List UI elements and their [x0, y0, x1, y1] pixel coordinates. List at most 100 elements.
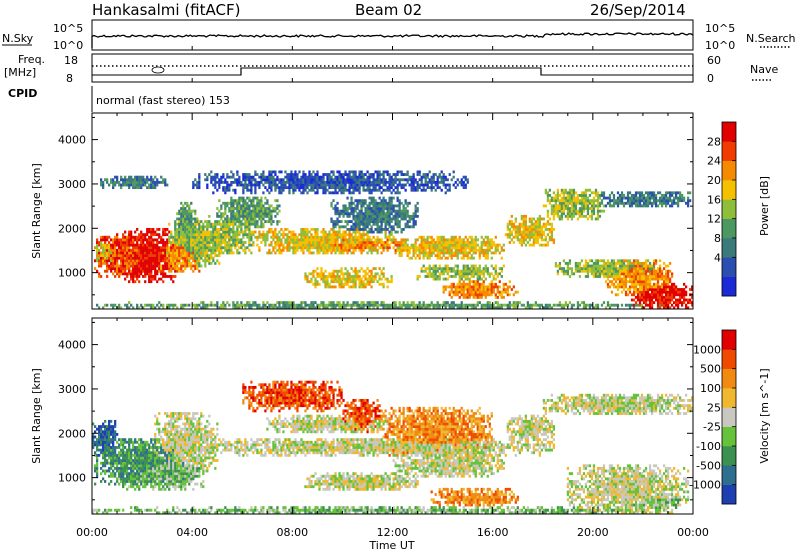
- power-cell: [366, 233, 369, 237]
- power-cell: [112, 180, 115, 184]
- power-cell: [526, 230, 529, 234]
- power-cell: [350, 186, 353, 190]
- power-cell: [462, 306, 465, 310]
- power-cell: [136, 183, 139, 187]
- power-cell: [494, 293, 497, 297]
- power-cell: [532, 243, 535, 247]
- power-cell: [406, 306, 409, 310]
- power-cell: [466, 267, 469, 271]
- power-cell: [554, 196, 558, 200]
- power-cell: [558, 194, 562, 197]
- power-cell: [494, 272, 497, 276]
- power-cell: [436, 267, 439, 271]
- power-cell: [280, 188, 283, 192]
- power-cell: [140, 267, 143, 271]
- power-cell: [346, 212, 349, 216]
- power-cell: [338, 303, 341, 307]
- power-cell: [332, 280, 335, 284]
- power-cell: [488, 282, 491, 286]
- power-cell: [260, 212, 263, 216]
- power-cell: [294, 188, 297, 192]
- power-cell: [196, 267, 199, 271]
- power-cell: [226, 233, 229, 237]
- power-cell: [388, 238, 391, 242]
- power-cell: [268, 170, 271, 174]
- power-cell: [310, 227, 313, 231]
- power-cell: [252, 301, 255, 305]
- power-cell: [240, 230, 243, 234]
- power-cell: [312, 241, 315, 244]
- power-cell: [592, 204, 596, 208]
- power-cell: [164, 178, 167, 182]
- power-cell: [110, 180, 113, 184]
- power-cell: [276, 301, 279, 305]
- power-cell: [292, 248, 295, 252]
- power-cell: [390, 199, 393, 203]
- power-cell: [318, 235, 321, 239]
- power-cell: [102, 251, 105, 255]
- power-cell: [118, 272, 121, 276]
- power-cell: [314, 178, 317, 182]
- power-cell: [226, 214, 229, 218]
- power-cell: [394, 238, 397, 242]
- power-cell: [580, 214, 584, 218]
- power-cell: [396, 183, 399, 187]
- power-cell: [462, 290, 465, 294]
- power-cell: [134, 180, 137, 184]
- power-cell: [428, 246, 431, 250]
- power-cell: [450, 290, 453, 294]
- power-cell: [372, 196, 375, 200]
- power-cell: [288, 191, 291, 195]
- power-cell: [270, 220, 273, 224]
- power-cell: [446, 267, 449, 271]
- power-cell: [246, 225, 249, 229]
- power-cell: [358, 178, 361, 182]
- power-cell: [420, 303, 423, 307]
- power-cell: [340, 267, 343, 271]
- power-cell: [198, 248, 201, 252]
- power-cell: [360, 241, 363, 244]
- power-cell: [220, 248, 223, 252]
- power-cell: [232, 207, 235, 210]
- power-cell: [528, 306, 531, 310]
- power-cell: [198, 222, 201, 226]
- power-cell: [168, 269, 171, 273]
- power-cell: [560, 217, 564, 221]
- power-cell: [578, 269, 582, 273]
- power-cell: [358, 183, 361, 187]
- power-cell: [452, 290, 455, 294]
- power-cell: [426, 303, 429, 307]
- power-cell: [222, 201, 225, 205]
- power-cell: [446, 264, 449, 268]
- power-cell: [248, 209, 251, 213]
- power-cell: [146, 254, 149, 257]
- power-cell: [230, 209, 233, 213]
- power-cell: [170, 264, 173, 268]
- power-cell: [274, 209, 277, 213]
- power-cell: [146, 246, 149, 250]
- power-cell: [148, 277, 151, 281]
- power-cell: [198, 220, 201, 224]
- power-cell: [334, 275, 337, 278]
- power-cell: [162, 272, 165, 276]
- power-cell: [170, 277, 173, 281]
- power-cell: [290, 175, 293, 179]
- power-cell: [422, 186, 425, 190]
- power-cell: [454, 238, 457, 242]
- power-cell: [194, 183, 197, 187]
- power-cell: [282, 183, 285, 187]
- power-cell: [180, 248, 183, 252]
- power-cell: [118, 303, 121, 307]
- power-cell: [558, 261, 562, 265]
- power-cell: [582, 301, 586, 305]
- power-cell: [454, 248, 457, 252]
- power-cell: [484, 285, 487, 289]
- power-cell: [278, 170, 281, 174]
- power-cell: [204, 233, 207, 237]
- power-cell: [330, 275, 333, 278]
- power-cell: [460, 178, 463, 182]
- power-cell: [524, 222, 527, 226]
- power-cell: [548, 222, 552, 226]
- power-cell: [484, 290, 487, 294]
- power-cell: [348, 233, 351, 237]
